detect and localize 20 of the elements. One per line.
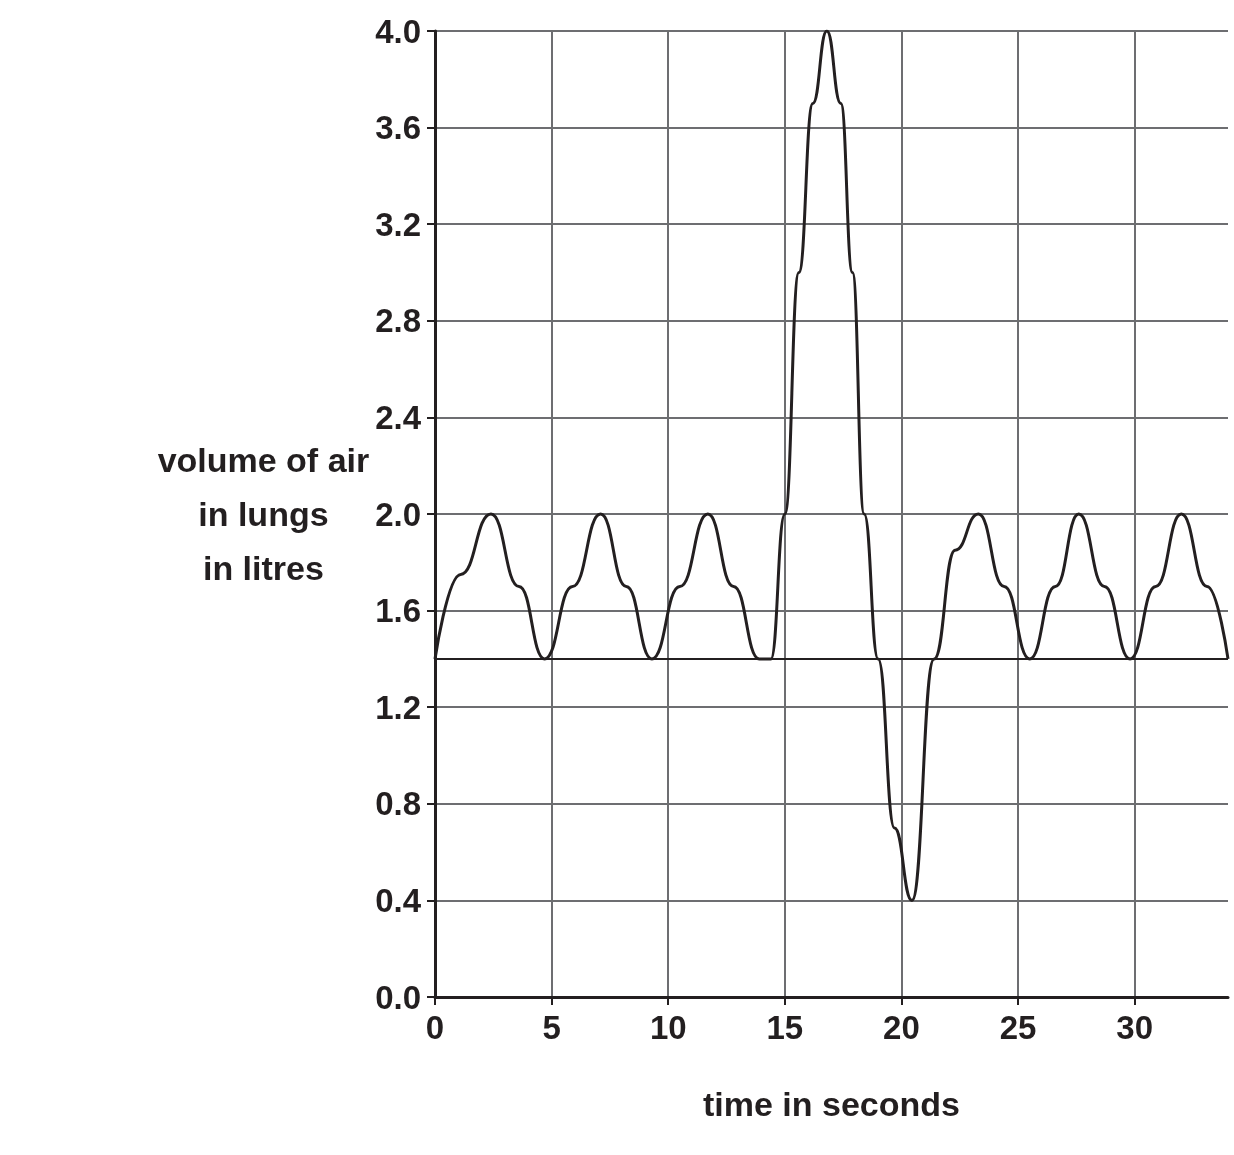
y-tick-label: 0.8: [375, 785, 421, 823]
x-tick-label: 15: [766, 1009, 804, 1046]
y-axis-title: volume of air in lungs in litres: [157, 441, 370, 587]
x-tick-label: 5: [542, 1009, 561, 1046]
y-tick-label: 0.0: [375, 978, 421, 1016]
x-tick-label: 0: [425, 1009, 445, 1046]
y-tick-label: 3.2: [375, 205, 421, 243]
x-tick-label: 30: [1116, 1009, 1154, 1046]
x-axis-title: time in seconds: [703, 1085, 960, 1123]
x-tick-label: 25: [999, 1009, 1037, 1046]
y-tick-label: 2.8: [375, 302, 421, 340]
x-tick-label: 20: [883, 1009, 920, 1046]
y-tick-label: 0.4: [375, 881, 422, 919]
y-tick-label: 3.6: [375, 109, 421, 147]
y-tick-label: 2.4: [375, 398, 422, 436]
y-tick-label: 1.2: [375, 688, 421, 726]
x-tick-label: 10: [649, 1009, 687, 1046]
y-tick-label: 2.0: [375, 495, 421, 533]
y-tick-label: 1.6: [375, 592, 421, 630]
y-tick-label: 4.0: [375, 12, 421, 50]
